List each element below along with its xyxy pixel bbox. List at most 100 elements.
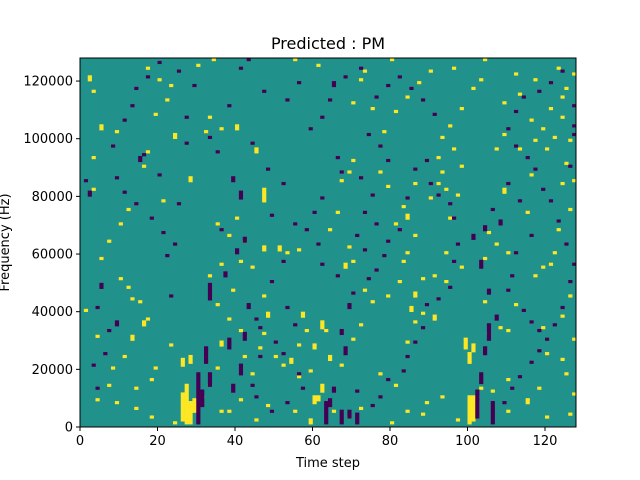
heatmap-cell-high	[405, 251, 410, 255]
heatmap-cell-high	[568, 138, 573, 142]
heatmap-cell-low	[556, 219, 561, 223]
heatmap-cell-high	[502, 187, 507, 194]
heatmap-cell-high	[250, 372, 255, 376]
heatmap-cell-low	[176, 69, 182, 73]
heatmap-cell-high	[362, 69, 368, 73]
heatmap-cell-high	[440, 170, 445, 174]
heatmap-cell-low	[320, 262, 325, 266]
heatmap-cell-high	[266, 403, 271, 408]
heatmap-cell-low	[548, 199, 554, 203]
heatmap-cell-low	[250, 141, 255, 145]
heatmap-cell-high	[95, 334, 100, 338]
heatmap-cell-low	[285, 305, 290, 310]
heatmap-cell-high	[545, 147, 550, 151]
heatmap-cell-low	[87, 190, 92, 197]
heatmap-cell-high	[227, 233, 232, 238]
heatmap-cell-high	[560, 357, 565, 361]
heatmap-cell-high	[556, 228, 561, 232]
heatmap-cell-low	[343, 75, 348, 79]
heatmap-cell-low	[138, 156, 143, 163]
heatmap-cell-low	[269, 279, 275, 284]
heatmap-cell-high	[126, 285, 131, 289]
heatmap-cell-low	[506, 288, 511, 292]
chart-title: Predicted : PM	[271, 34, 385, 53]
heatmap-cell-low	[293, 323, 298, 327]
heatmap-cell-high	[393, 109, 399, 114]
heatmap-cell-high	[254, 147, 259, 154]
y-axis-label: Frequency (Hz)	[0, 193, 13, 291]
heatmap-cell-high	[320, 383, 325, 393]
heatmap-cell-high	[227, 317, 232, 321]
heatmap-cell-high	[180, 357, 185, 367]
heatmap-cell-high	[397, 279, 402, 284]
heatmap-cell-high	[153, 366, 158, 370]
heatmap-cell-low	[231, 176, 236, 183]
heatmap-cell-high	[370, 107, 375, 111]
heatmap-cell-low	[91, 363, 96, 367]
heatmap-cell-low	[541, 187, 546, 191]
heatmap-cell-high	[401, 205, 406, 209]
heatmap-cell-low	[362, 210, 368, 214]
heatmap-cell-low	[517, 199, 523, 203]
heatmap-cell-low	[223, 271, 228, 278]
heatmap-cell-low	[273, 340, 278, 344]
heatmap-cell-low	[514, 109, 519, 114]
heatmap-cell-low	[397, 75, 402, 79]
heatmap-cell-high	[277, 245, 282, 252]
heatmap-cell-low	[560, 305, 565, 310]
heatmap-cell-high	[339, 179, 344, 183]
heatmap-cell-low	[409, 86, 414, 91]
heatmap-cell-high	[312, 343, 317, 350]
heatmap-cell-high	[382, 130, 387, 134]
heatmap-cell-high	[556, 66, 561, 70]
heatmap-cell-high	[572, 179, 577, 183]
heatmap-cell-high	[448, 124, 453, 128]
heatmap-cell-low	[328, 398, 333, 408]
heatmap-cell-low	[339, 409, 344, 425]
plot-background	[80, 58, 576, 427]
heatmap-cell-high	[204, 130, 209, 134]
heatmap-cell-low	[258, 354, 263, 359]
heatmap-cell-high	[564, 86, 569, 91]
heatmap-cell-low	[537, 349, 542, 353]
heatmap-cell-low	[521, 308, 526, 312]
heatmap-cell-high	[401, 259, 406, 263]
heatmap-cell-high	[459, 265, 464, 269]
heatmap-cell-low	[366, 132, 371, 137]
heatmap-cell-high	[262, 294, 267, 298]
heatmap-cell-high	[386, 294, 391, 298]
heatmap-cell-high	[351, 337, 356, 341]
heatmap-cell-high	[506, 251, 511, 255]
x-tick-label: 40	[227, 434, 244, 449]
heatmap-cell-high	[432, 314, 437, 321]
heatmap-cell-high	[262, 187, 267, 203]
heatmap-cell-low	[114, 176, 120, 180]
heatmap-cell-low	[308, 127, 313, 131]
heatmap-cell-high	[122, 354, 127, 359]
y-tick-label: 40000	[32, 305, 73, 320]
heatmap-cell-low	[537, 89, 542, 93]
heatmap-cell-high	[413, 181, 418, 186]
heatmap-cell-high	[428, 69, 433, 73]
heatmap-cell-low	[374, 222, 379, 226]
heatmap-cell-low	[572, 132, 577, 137]
heatmap-cell-low	[347, 409, 352, 419]
heatmap-cell-high	[153, 112, 158, 116]
heatmap-cell-low	[452, 259, 457, 263]
heatmap-cell-high	[483, 300, 488, 304]
heatmap-cell-low	[436, 193, 441, 197]
heatmap-cell-low	[324, 401, 329, 425]
heatmap-cell-high	[262, 245, 267, 252]
heatmap-cell-high	[235, 124, 240, 131]
heatmap-cell-high	[533, 138, 538, 142]
heatmap-cell-high	[138, 300, 143, 304]
heatmap-cell-low	[548, 81, 554, 85]
heatmap-cell-high	[529, 118, 534, 122]
heatmap-cell-low	[475, 389, 480, 419]
heatmap-cell-high	[424, 401, 430, 405]
heatmap-cell-high	[413, 233, 418, 238]
heatmap-cell-low	[95, 305, 100, 310]
heatmap-cell-low	[269, 213, 275, 217]
heatmap-cell-low	[297, 81, 302, 85]
